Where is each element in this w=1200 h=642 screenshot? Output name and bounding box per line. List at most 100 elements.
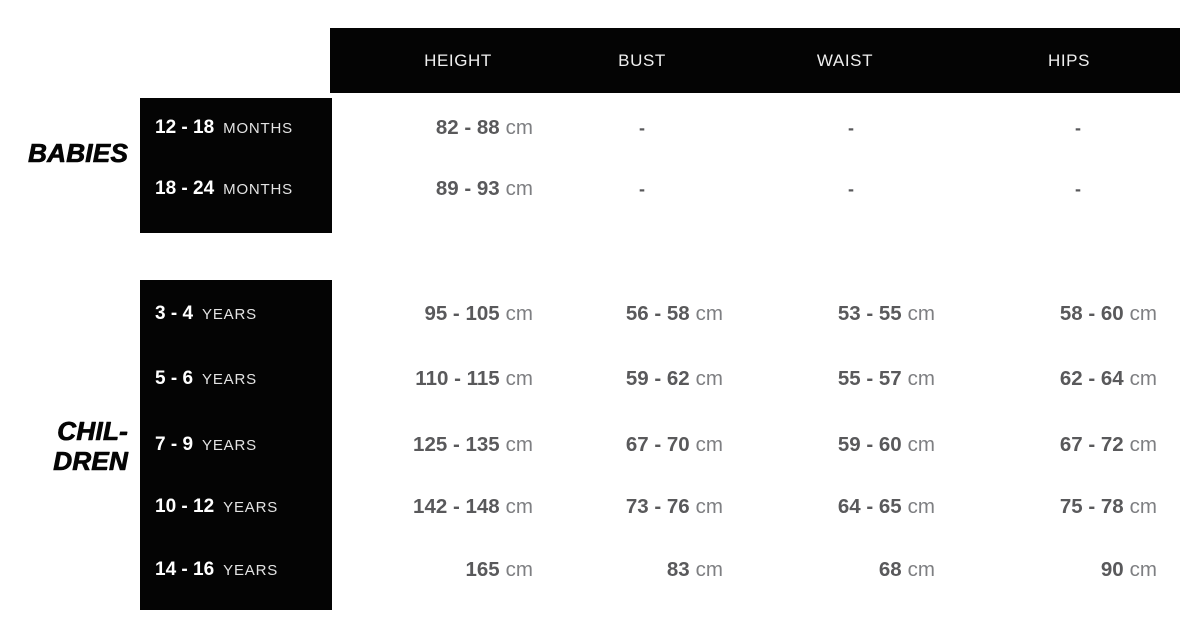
cell-unit: cm: [505, 302, 533, 325]
group-label-children: CHIL- DREN: [0, 416, 128, 477]
row-label: 3 - 4 YEARS: [155, 299, 257, 329]
cell-hips: 67 - 72 cm: [927, 430, 1157, 460]
cell-unit: cm: [1129, 302, 1157, 325]
cell-height: 95 - 105 cm: [303, 299, 533, 329]
cell-value: 67 - 70: [625, 433, 690, 456]
cell-unit: cm: [907, 495, 935, 518]
age-range: 5 - 6: [155, 368, 194, 389]
cell-unit: cm: [695, 558, 723, 581]
cell-unit: cm: [505, 495, 533, 518]
cell-bust-empty: -: [639, 179, 645, 199]
cell-waist: 59 - 60 cm: [705, 430, 935, 460]
cell-unit: cm: [695, 302, 723, 325]
cell-value: 53 - 55: [837, 302, 902, 325]
cell-unit: cm: [695, 367, 723, 390]
children-group-box: [140, 280, 332, 610]
cell-value: 125 - 135: [413, 433, 500, 456]
cell-waist: 53 - 55 cm: [705, 299, 935, 329]
cell-unit: cm: [695, 495, 723, 518]
cell-value: 83: [666, 558, 690, 581]
babies-group-box: [140, 98, 332, 233]
group-label-babies: BABIES: [0, 138, 128, 169]
age-range: 7 - 9: [155, 434, 194, 455]
age-unit: MONTHS: [223, 120, 293, 137]
cell-unit: cm: [1129, 558, 1157, 581]
group-label-line: DREN: [53, 446, 128, 477]
cell-unit: cm: [505, 116, 533, 139]
cell-unit: cm: [505, 177, 533, 200]
cell-value: 59 - 62: [625, 367, 690, 390]
cell-height: 110 - 115 cm: [303, 364, 533, 394]
row-label: 7 - 9 YEARS: [155, 430, 257, 460]
cell-bust: 73 - 76 cm: [493, 492, 723, 522]
cell-height: 142 - 148 cm: [303, 492, 533, 522]
cell-unit: cm: [505, 433, 533, 456]
cell-value: 75 - 78: [1059, 495, 1124, 518]
cell-unit: cm: [1129, 367, 1157, 390]
cell-waist-empty: -: [848, 179, 854, 199]
cell-hips-empty: -: [1075, 118, 1081, 138]
age-unit: YEARS: [202, 437, 257, 454]
age-range: 18 - 24: [155, 178, 215, 199]
cell-value: 165: [465, 558, 500, 581]
cell-value: 110 - 115: [415, 367, 500, 390]
cell-hips: 90 cm: [927, 555, 1157, 585]
row-label: 12 - 18 MONTHS: [155, 113, 293, 143]
cell-waist: 68 cm: [705, 555, 935, 585]
cell-value: 95 - 105: [424, 302, 500, 325]
cell-bust: 56 - 58 cm: [493, 299, 723, 329]
age-unit: YEARS: [223, 499, 279, 516]
cell-bust: 67 - 70 cm: [493, 430, 723, 460]
cell-value: 68: [878, 558, 902, 581]
column-header-hips: HIPS: [1047, 50, 1091, 70]
cell-unit: cm: [505, 367, 533, 390]
cell-value: 56 - 58: [625, 302, 690, 325]
cell-bust-empty: -: [639, 118, 645, 138]
age-unit: YEARS: [202, 371, 257, 388]
group-label-line: BABIES: [27, 138, 128, 169]
cell-value: 73 - 76: [625, 495, 690, 518]
cell-hips: 75 - 78 cm: [927, 492, 1157, 522]
cell-unit: cm: [695, 433, 723, 456]
cell-waist: 64 - 65 cm: [705, 492, 935, 522]
age-range: 14 - 16: [155, 559, 215, 580]
age-unit: YEARS: [202, 306, 257, 323]
cell-value: 62 - 64: [1059, 367, 1124, 390]
cell-unit: cm: [907, 558, 935, 581]
cell-value: 59 - 60: [837, 433, 902, 456]
cell-value: 90: [1100, 558, 1124, 581]
cell-value: 142 - 148: [413, 495, 500, 518]
row-label: 5 - 6 YEARS: [155, 364, 257, 394]
cell-value: 58 - 60: [1059, 302, 1124, 325]
cell-unit: cm: [505, 558, 533, 581]
table-header-bar: HEIGHT BUST WAIST HIPS: [330, 28, 1180, 93]
age-unit: MONTHS: [223, 181, 293, 198]
row-label: 10 - 12 YEARS: [155, 492, 278, 522]
cell-hips: 62 - 64 cm: [927, 364, 1157, 394]
age-range: 12 - 18: [155, 117, 215, 138]
cell-value: 82 - 88: [435, 116, 500, 139]
cell-bust: 59 - 62 cm: [493, 364, 723, 394]
cell-value: 55 - 57: [837, 367, 902, 390]
age-range: 3 - 4: [155, 303, 194, 324]
cell-value: 64 - 65: [837, 495, 902, 518]
cell-unit: cm: [1129, 495, 1157, 518]
cell-hips: 58 - 60 cm: [927, 299, 1157, 329]
group-label-line: CHIL-: [57, 416, 128, 447]
column-header-bust: BUST: [618, 50, 666, 70]
cell-waist-empty: -: [848, 118, 854, 138]
cell-bust: 83 cm: [493, 555, 723, 585]
column-header-height: HEIGHT: [424, 50, 492, 70]
cell-height: 125 - 135 cm: [303, 430, 533, 460]
cell-unit: cm: [907, 433, 935, 456]
age-unit: YEARS: [223, 562, 279, 579]
column-header-waist: WAIST: [816, 50, 874, 70]
cell-height: 165 cm: [303, 555, 533, 585]
cell-value: 67 - 72: [1059, 433, 1124, 456]
cell-height: 82 - 88 cm: [303, 113, 533, 143]
row-label: 14 - 16 YEARS: [155, 555, 278, 585]
cell-hips-empty: -: [1075, 179, 1081, 199]
cell-value: 89 - 93: [435, 177, 500, 200]
row-label: 18 - 24 MONTHS: [155, 174, 293, 204]
